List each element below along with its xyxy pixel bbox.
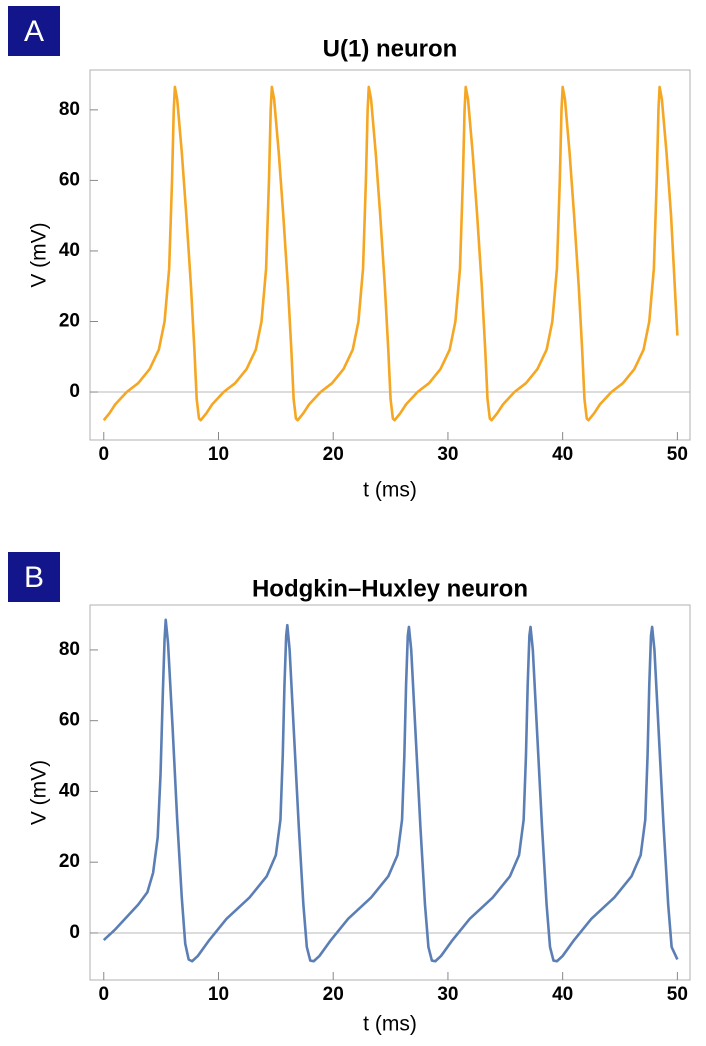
plot-frame: [89, 604, 691, 981]
x-tick-label: 40: [552, 984, 573, 1005]
y-tick-label: 40: [59, 780, 80, 801]
x-tick-label: 40: [552, 444, 573, 465]
y-tick-label: 40: [59, 240, 80, 261]
x-tick-label: 50: [667, 984, 688, 1005]
x-tick-label: 10: [208, 984, 229, 1005]
y-tick-label: 20: [59, 851, 80, 872]
x-tick-label: 30: [437, 444, 458, 465]
y-tick-label: 20: [59, 311, 80, 332]
chart-title: Hodgkin–Huxley neuron: [252, 575, 528, 602]
panel-label: B: [24, 561, 44, 594]
y-tick-label: 80: [59, 639, 80, 660]
y-tick-label: 80: [59, 99, 80, 120]
x-tick-label: 10: [208, 444, 229, 465]
x-axis-label: t (ms): [363, 1013, 417, 1036]
panel-label: A: [24, 15, 44, 48]
panel-label-box: [8, 552, 60, 602]
y-tick-label: 60: [59, 169, 80, 190]
x-axis-label: t (ms): [363, 479, 417, 502]
voltage-line: [102, 85, 679, 422]
y-axis-label: V (mV): [28, 222, 51, 287]
chart-title: U(1) neuron: [323, 35, 458, 62]
voltage-line: [102, 618, 679, 963]
y-axis-label: V (mV): [28, 760, 51, 825]
x-tick-label: 0: [98, 444, 109, 465]
x-tick-label: 20: [323, 984, 344, 1005]
y-tick-label: 0: [69, 922, 80, 943]
x-tick-label: 20: [323, 444, 344, 465]
y-tick-label: 60: [59, 710, 80, 731]
x-tick-label: 30: [437, 984, 458, 1005]
panel-label-box: [8, 6, 60, 56]
y-tick-label: 0: [69, 381, 80, 402]
x-tick-label: 0: [98, 984, 109, 1005]
x-tick-label: 50: [667, 444, 688, 465]
plot-frame: [89, 69, 691, 441]
